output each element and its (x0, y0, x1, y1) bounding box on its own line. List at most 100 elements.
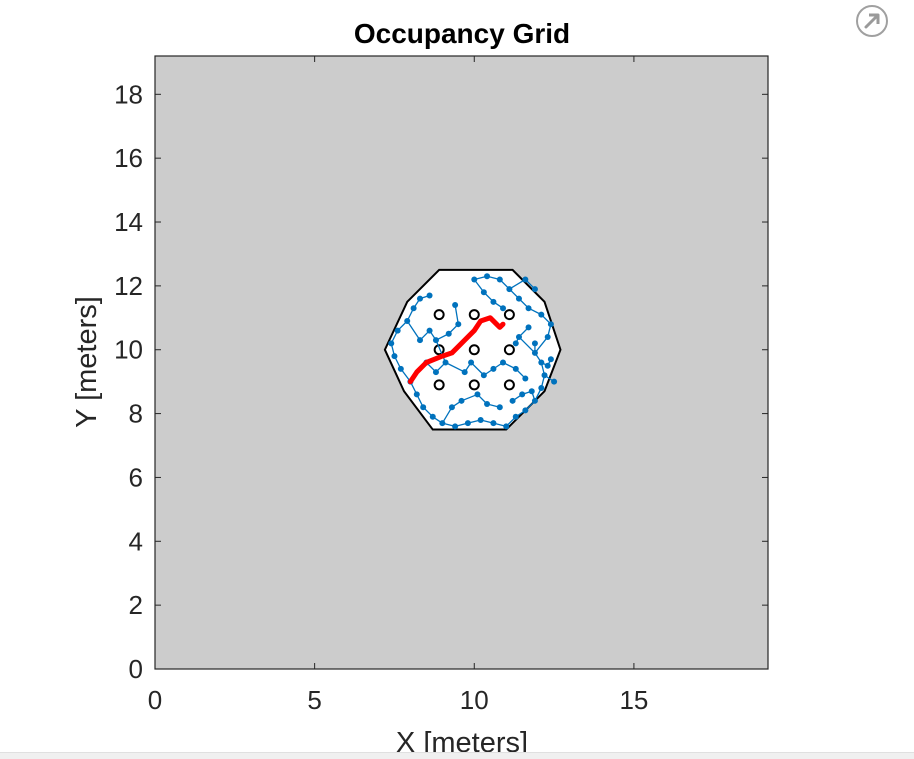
tree-node-point (413, 391, 420, 398)
tree-node-point (388, 340, 395, 347)
obstacle-marker (503, 344, 515, 356)
y-axis-label: Y [meters] (71, 296, 103, 428)
chart-title: Occupancy Grid (354, 18, 570, 49)
tree-node-point (522, 407, 529, 414)
tree-node-point (500, 359, 507, 366)
obstacle-marker (433, 379, 445, 391)
axes-box (154, 55, 769, 670)
y-tick-label: 2 (129, 590, 143, 620)
y-tick-label: 16 (114, 143, 143, 173)
tree-edge (441, 406, 453, 424)
tree-edge (445, 361, 465, 373)
tree-node-point (432, 369, 439, 376)
tree-node-point (506, 286, 513, 293)
obstacle-marker (433, 309, 445, 321)
tree-node-point (410, 305, 417, 312)
tree-node-point (474, 391, 481, 398)
plot-area (154, 55, 769, 670)
expand-button[interactable] (855, 4, 889, 38)
tree-node-point (544, 333, 551, 340)
tree-node-point (452, 423, 459, 430)
tree-node-point (426, 292, 433, 299)
tree-node-point (464, 420, 471, 427)
tree-node-point (429, 413, 436, 420)
tree-edge (406, 320, 421, 341)
tree-node-point (416, 337, 423, 344)
tree-node-point (551, 378, 558, 385)
tree-node-point (461, 369, 468, 376)
tree-edge (435, 339, 447, 363)
x-axis-ticks: 0 5 10 15 (148, 56, 648, 715)
y-tick-label: 0 (129, 654, 143, 684)
obstacle-marker (468, 379, 480, 391)
obstacle-markers (433, 309, 515, 391)
y-tick-label: 12 (114, 271, 143, 301)
tree-node-point (442, 359, 449, 366)
tree-node-point (496, 404, 503, 411)
y-tick-label: 18 (114, 79, 143, 109)
tree-node-point (500, 305, 507, 312)
tree-node-point (522, 375, 529, 382)
tree-edge (470, 362, 485, 376)
tree-node-point (445, 330, 452, 337)
tree-node-point (416, 295, 423, 302)
window-bottom-strip (0, 752, 914, 759)
obstacle-marker (503, 309, 515, 321)
y-tick-label: 8 (129, 399, 143, 429)
x-tick-label: 5 (307, 685, 321, 715)
tree-node-point (490, 365, 497, 372)
tree-node-point (512, 365, 519, 372)
x-tick-label: 10 (460, 685, 489, 715)
tree-node-point (512, 413, 519, 420)
tree-node-point (484, 273, 491, 280)
tree-node-point (448, 404, 455, 411)
tree-node-point (404, 317, 411, 324)
tree-node-point (515, 333, 522, 340)
y-tick-label: 6 (129, 462, 143, 492)
tree-node-point (525, 324, 532, 331)
tree-node-point (515, 295, 522, 302)
tree-node-point (477, 416, 484, 423)
tree-node-point (522, 276, 529, 283)
tree-node-point (541, 372, 548, 379)
expand-arrow-icon (856, 5, 888, 37)
tree-node-point (455, 321, 462, 328)
y-tick-label: 10 (114, 335, 143, 365)
tree-node-point (538, 359, 545, 366)
y-tick-label: 4 (129, 526, 143, 556)
tree-nodes (388, 273, 558, 430)
tree-node-point (531, 397, 538, 404)
x-tick-label: 15 (619, 685, 648, 715)
tree-node-point (394, 327, 401, 334)
tree-edge (534, 336, 549, 354)
planned-path-line (407, 315, 506, 385)
y-tick-label: 14 (114, 207, 143, 237)
x-tick-label: 0 (148, 685, 162, 715)
tree-node-point (525, 305, 532, 312)
tree-node-point (452, 302, 459, 309)
tree-node-point (519, 391, 526, 398)
tree-node-point (509, 397, 516, 404)
tree-node-point (531, 349, 538, 356)
tree-node-point (420, 404, 427, 411)
tree-node-point (538, 385, 545, 392)
tree-node-point (432, 337, 439, 344)
tree-edge (518, 336, 536, 354)
tree-node-point (531, 340, 538, 347)
tree-edge (509, 278, 526, 290)
tree-node-point (471, 276, 478, 283)
tree-node-point (426, 327, 433, 334)
tree-node-point (480, 289, 487, 296)
tree-node-point (503, 423, 510, 430)
obstacle-marker (468, 344, 480, 356)
obstacle-marker (468, 309, 480, 321)
tree-node-point (531, 286, 538, 293)
tree-node-point (484, 401, 491, 408)
tree-node-point (547, 356, 554, 363)
tree-node-point (490, 298, 497, 305)
tree-node-point (458, 397, 465, 404)
y-axis-ticks: 0 2 4 6 8 10 12 14 16 18 (114, 79, 768, 684)
tree-node-point (480, 372, 487, 379)
tree-node-point (528, 388, 535, 395)
tree-node-point (538, 311, 545, 318)
